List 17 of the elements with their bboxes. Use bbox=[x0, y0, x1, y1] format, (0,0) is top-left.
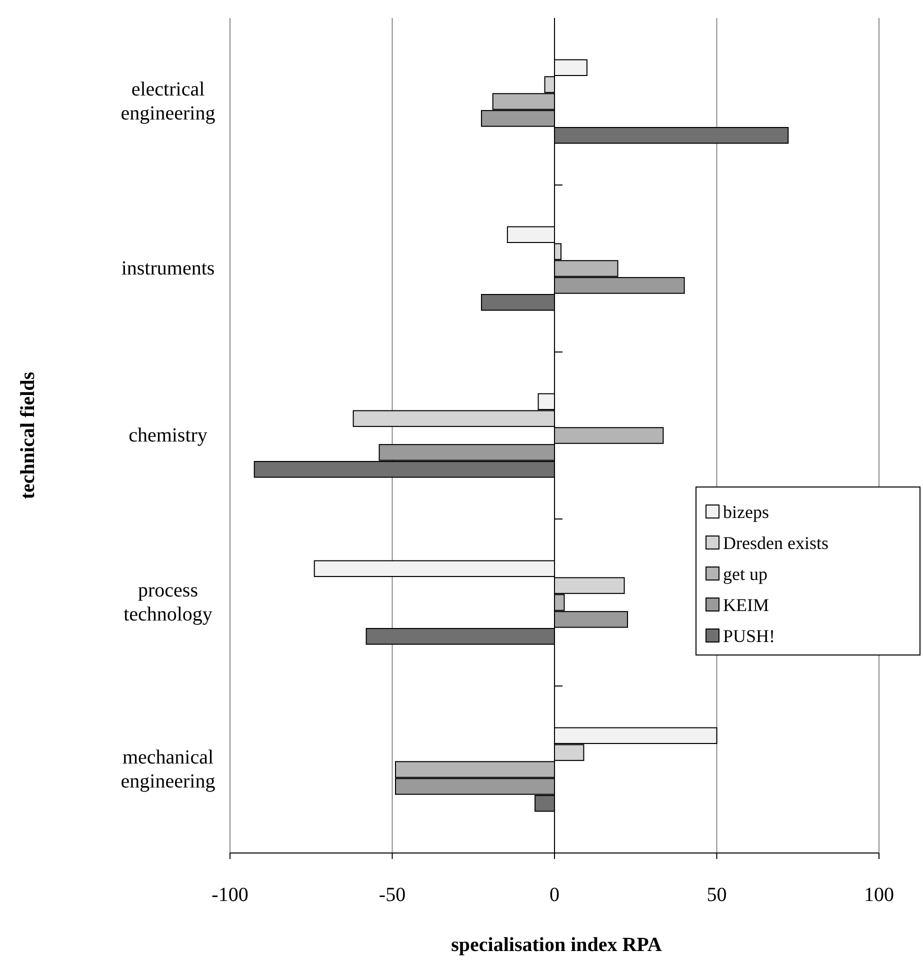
x-tick-label: 50 bbox=[706, 884, 727, 906]
y-tick-label: chemistry bbox=[128, 424, 208, 446]
x-tick-label: 100 bbox=[864, 884, 894, 906]
legend-label: bizeps bbox=[723, 502, 769, 522]
legend-label: PUSH! bbox=[723, 626, 776, 646]
x-tick-label: -100 bbox=[212, 884, 248, 906]
x-tick-label: 0 bbox=[550, 884, 560, 906]
y-tick-label: electrical engineering bbox=[120, 78, 216, 124]
legend-label: Dresden exists bbox=[723, 533, 828, 553]
legend-label: get up bbox=[723, 564, 768, 584]
y-tick-label: process technology bbox=[124, 580, 212, 626]
x-tick-label: -50 bbox=[378, 884, 406, 906]
y-tick-label: mechanical engineering bbox=[120, 746, 216, 792]
y-tick-label: instruments bbox=[121, 258, 215, 280]
x-axis-title: specialisation index RPA bbox=[451, 934, 662, 956]
legend-label: KEIM bbox=[723, 595, 769, 615]
y-axis-title: technical fields bbox=[17, 372, 39, 500]
